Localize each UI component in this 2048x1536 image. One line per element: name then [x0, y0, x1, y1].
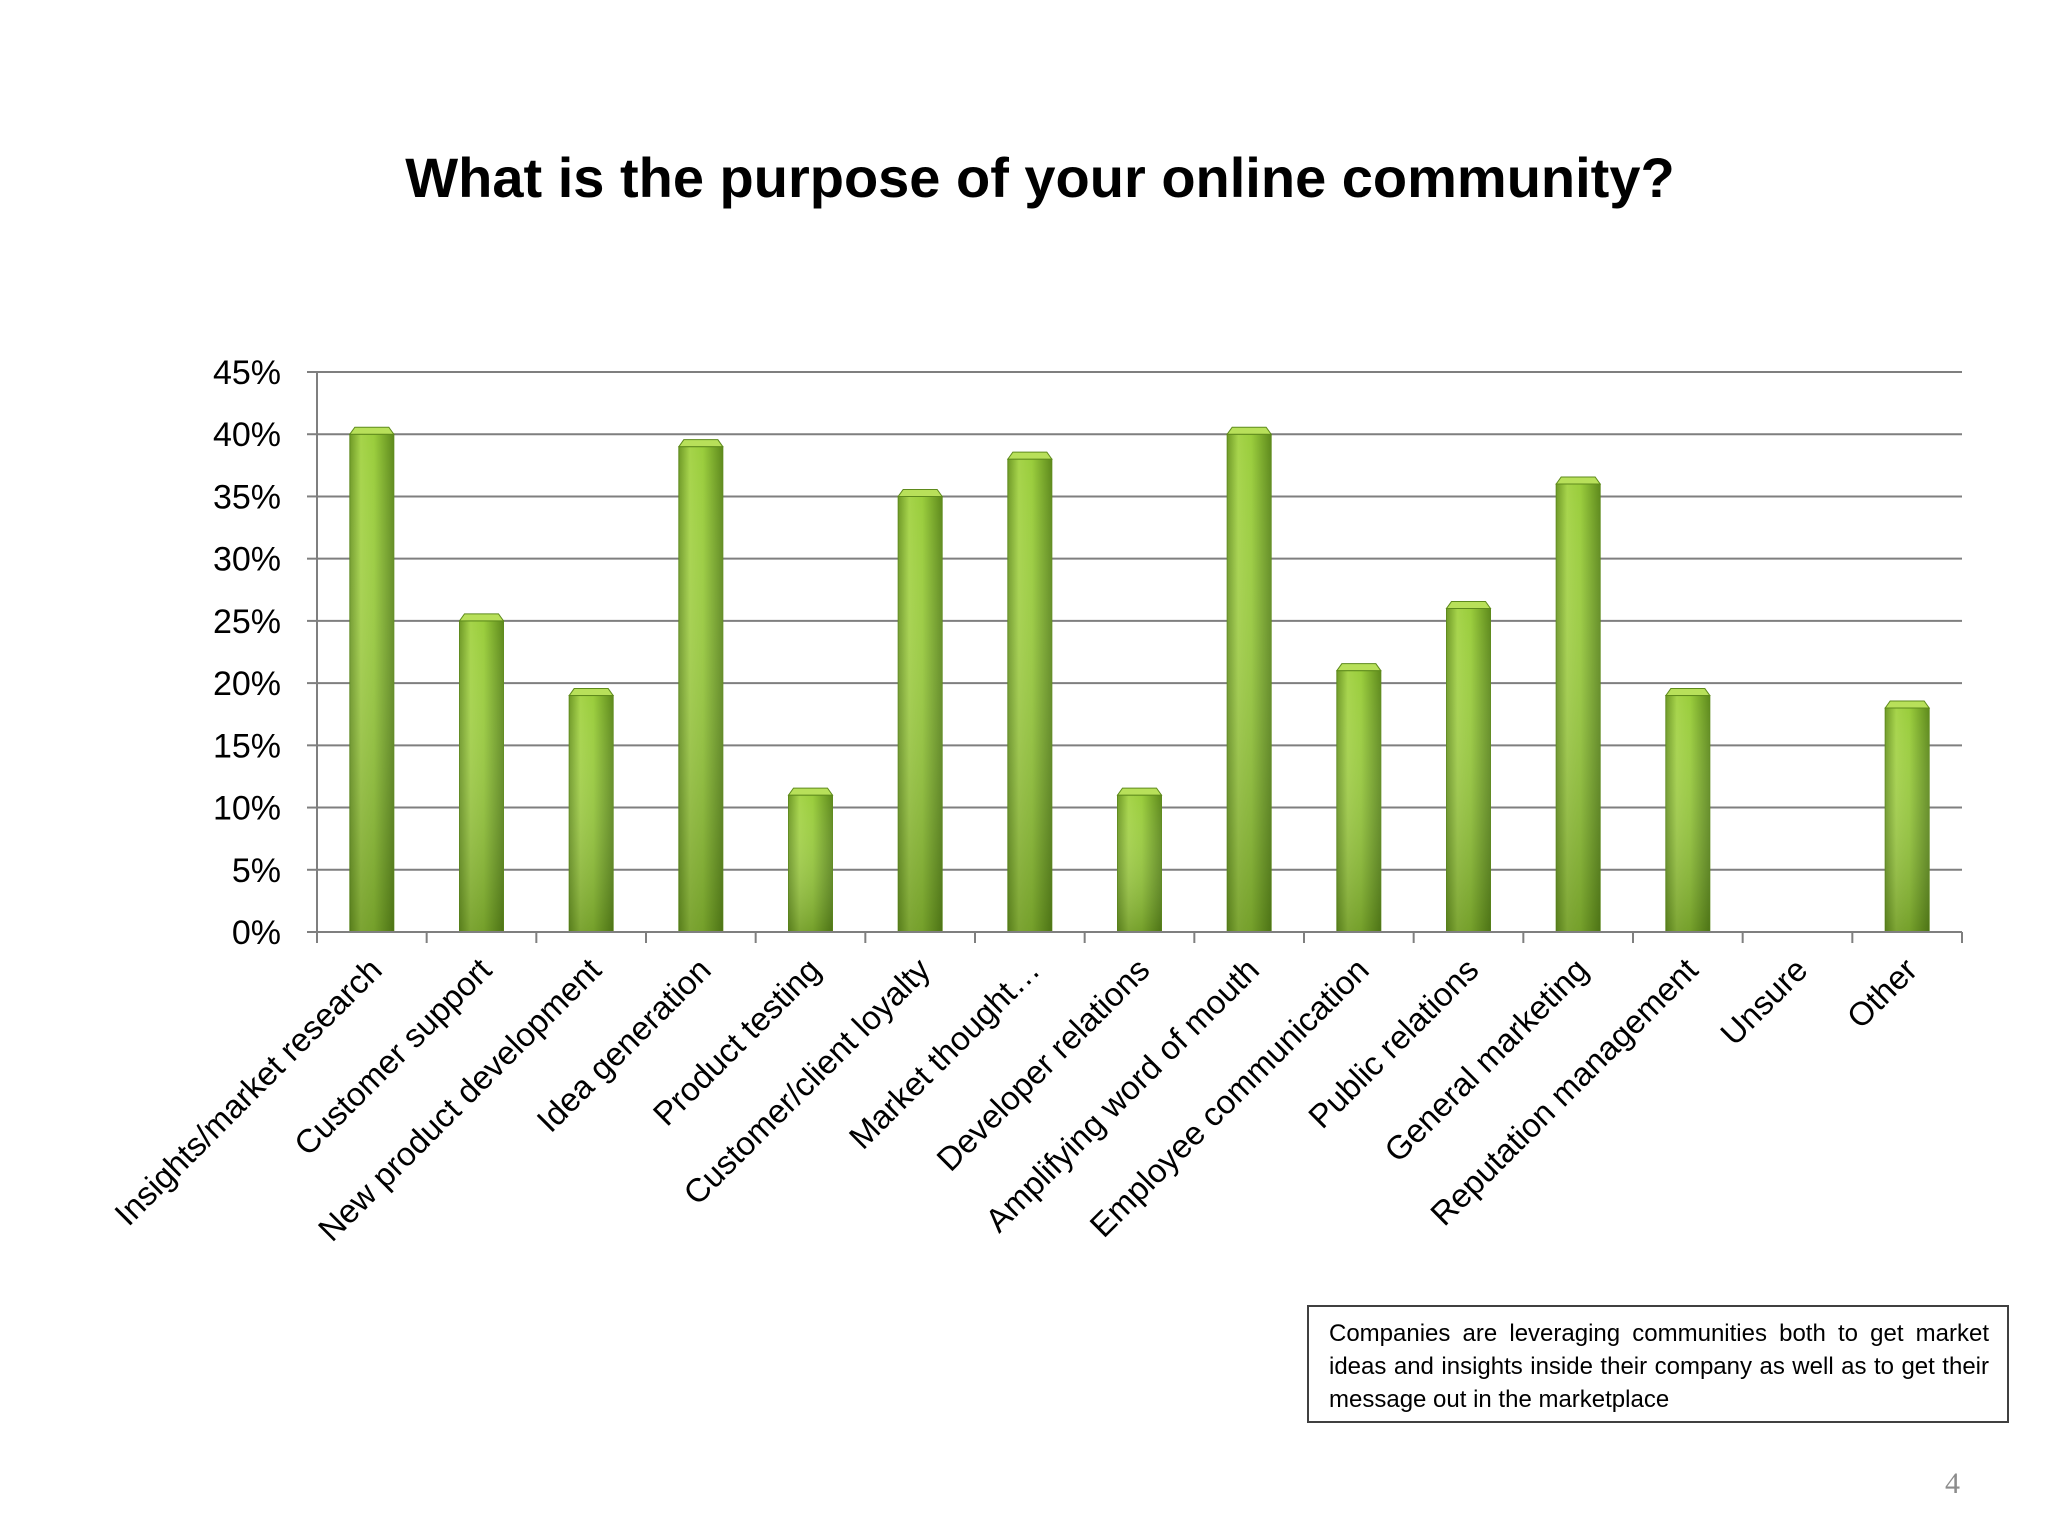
- bar-cap: [1445, 600, 1492, 609]
- bar-cap: [348, 426, 395, 435]
- bar-shade: [569, 695, 614, 932]
- bar: [897, 488, 944, 933]
- bar: [458, 613, 505, 933]
- bar-shade: [1227, 434, 1272, 932]
- bar: [1006, 451, 1053, 933]
- bar: [1226, 426, 1273, 933]
- bar-cap: [1226, 426, 1273, 435]
- bar: [1116, 787, 1163, 933]
- y-tick-label: 20%: [213, 665, 281, 703]
- y-tick-label: 15%: [213, 727, 281, 765]
- page-number: 4: [1945, 1467, 1960, 1500]
- x-category-label: Other: [1840, 951, 1925, 1036]
- x-category-label: Unsure: [1713, 951, 1814, 1052]
- bar-cap: [1555, 476, 1602, 485]
- bar: [1445, 600, 1492, 933]
- bars: [348, 426, 1931, 933]
- bar-cap: [1335, 663, 1382, 672]
- y-tick-label: 0%: [232, 914, 281, 952]
- bar-cap: [458, 613, 505, 622]
- y-tick-label: 45%: [213, 354, 281, 392]
- bar-shade: [898, 496, 943, 932]
- bar-shade: [349, 434, 394, 932]
- y-tick-label: 5%: [232, 852, 281, 890]
- bar-shade: [459, 620, 504, 932]
- y-tick-label: 10%: [213, 790, 281, 828]
- bar: [1555, 476, 1602, 933]
- bar-shade: [1665, 695, 1710, 932]
- y-axis-tick-labels: 0% 5% 10% 15% 20% 25% 30% 35% 40% 45%: [213, 354, 281, 952]
- bar-shade: [1556, 484, 1601, 932]
- y-tick-label: 25%: [213, 603, 281, 641]
- chart-title: What is the purpose of your online commu…: [405, 146, 1675, 209]
- bar-shade: [1007, 459, 1052, 932]
- bar: [1335, 663, 1382, 933]
- x-category-label: Customer support: [287, 951, 499, 1163]
- bar-cap: [677, 439, 724, 448]
- bar-cap: [897, 488, 944, 497]
- bar-cap: [787, 787, 834, 796]
- bar-shade: [678, 446, 723, 932]
- y-tick-label: 30%: [213, 541, 281, 579]
- y-tick-label: 35%: [213, 478, 281, 516]
- axes: [307, 371, 1963, 943]
- bar: [568, 688, 615, 933]
- bar-shade: [788, 795, 833, 932]
- bar: [787, 787, 834, 933]
- bar-shade: [1885, 708, 1930, 932]
- bar-shade: [1117, 795, 1162, 932]
- bar-shade: [1336, 670, 1381, 932]
- x-category-label: General marketing: [1377, 951, 1595, 1169]
- bar: [677, 439, 724, 933]
- bar-cap: [1884, 700, 1931, 709]
- bar: [1884, 700, 1931, 933]
- x-category-label: Market thought…: [842, 951, 1047, 1156]
- y-tick-label: 40%: [213, 416, 281, 454]
- bar: [1664, 688, 1711, 933]
- bar-shade: [1446, 608, 1491, 932]
- bar-cap: [568, 688, 615, 697]
- bar-cap: [1116, 787, 1163, 796]
- annotation-box: Companies are leveraging communities bot…: [1307, 1305, 2009, 1423]
- x-category-label: Developer relations: [929, 951, 1156, 1178]
- bar: [348, 426, 395, 933]
- bar-cap: [1006, 451, 1053, 460]
- bar-cap: [1664, 688, 1711, 697]
